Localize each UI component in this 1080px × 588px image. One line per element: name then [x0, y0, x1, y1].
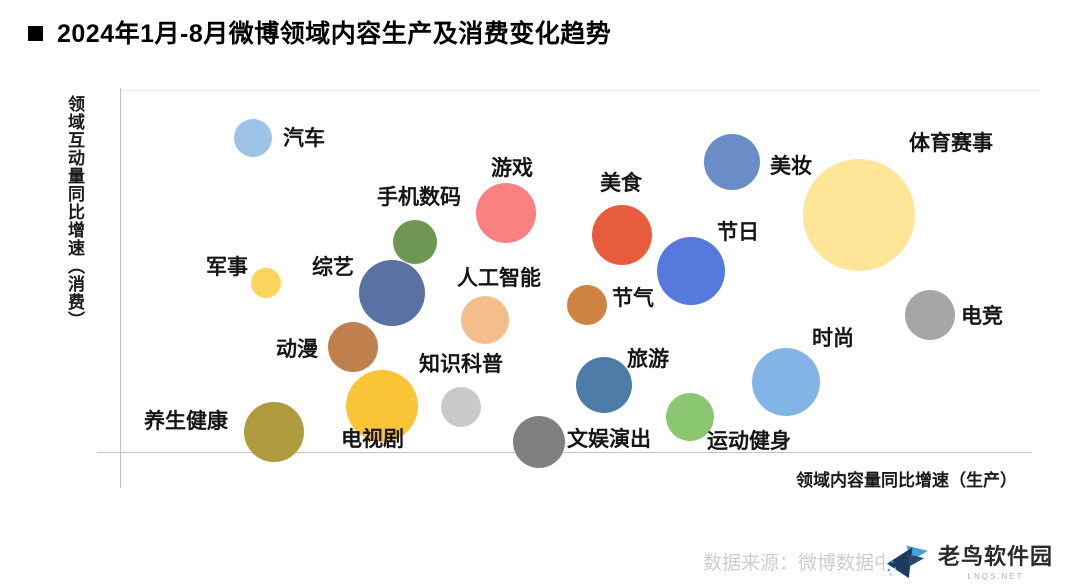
bubble [576, 357, 632, 413]
bubble-label: 知识科普 [419, 353, 503, 376]
bubble [461, 296, 509, 344]
bubble [346, 370, 418, 442]
data-source-text: 数据来源：微博数据中心 [703, 553, 913, 574]
title-bullet-icon [28, 25, 43, 41]
bubble [328, 322, 378, 372]
bubble [704, 134, 760, 190]
title-text: 2024年1月-8月微博领域内容生产及消费变化趋势 [57, 20, 612, 48]
y-axis-title: 领域互动量同比增速（消费） [65, 95, 84, 329]
bubble-label: 手机数码 [377, 186, 461, 209]
bubble [803, 159, 915, 271]
bubble [244, 402, 304, 462]
bubble [657, 237, 725, 305]
bird-logo-icon [887, 545, 928, 579]
bubble-label: 节气 [612, 287, 654, 310]
bubble [441, 387, 481, 427]
plot-top-border [120, 90, 1040, 91]
bubble-label: 电视剧 [341, 428, 404, 451]
bubble-label: 美食 [600, 172, 642, 195]
x-axis-title: 领域内容量同比增速（生产） [796, 471, 1017, 490]
bubble-label: 美妆 [770, 155, 812, 178]
site-logo: 老鸟软件园 LNQS.NET [884, 532, 1080, 588]
bubble [905, 290, 955, 340]
bubble [234, 119, 272, 157]
bubble-label: 军事 [206, 256, 248, 279]
bubble-label: 体育赛事 [909, 132, 993, 155]
bubble-label: 运动健身 [707, 430, 791, 453]
y-axis-line [120, 88, 121, 488]
bubble [251, 268, 281, 298]
bubble-label: 汽车 [283, 127, 325, 150]
bubble [592, 205, 652, 265]
bubble [359, 260, 425, 326]
bubble-label: 养生健康 [144, 410, 228, 433]
bubble-label: 节日 [717, 221, 759, 244]
page-title: 2024年1月-8月微博领域内容生产及消费变化趋势 [28, 14, 611, 50]
bubble-label: 动漫 [276, 338, 318, 361]
logo-site: LNQS.NET [967, 572, 1024, 581]
bubble-label: 时尚 [812, 327, 854, 350]
bubble [513, 416, 565, 468]
bubble-label: 综艺 [312, 256, 354, 279]
bubble-label: 文娱演出 [567, 428, 651, 451]
x-axis-line [97, 452, 1032, 453]
logo-name: 老鸟软件园 [938, 544, 1054, 569]
bubble-label: 电竞 [961, 305, 1003, 328]
bubble [476, 183, 536, 243]
bubble [666, 393, 714, 441]
bubble-label: 游戏 [491, 157, 533, 180]
bubble [567, 285, 607, 325]
bubble [393, 220, 437, 264]
bubble-label: 人工智能 [457, 267, 541, 290]
bubble-label: 旅游 [627, 348, 669, 371]
bubble [752, 348, 820, 416]
